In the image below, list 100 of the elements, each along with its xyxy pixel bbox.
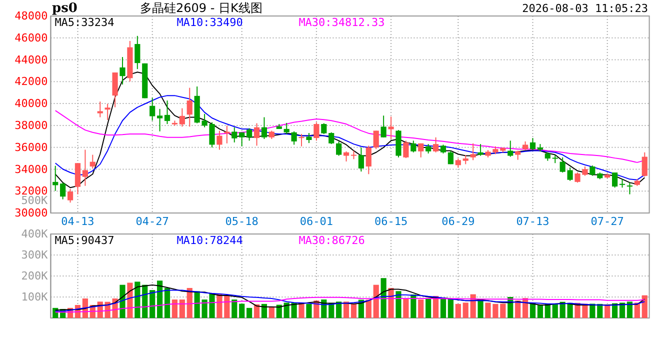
x-tick-label: 06-01 <box>300 214 333 228</box>
x-tick-label: 04-27 <box>136 214 169 228</box>
bar <box>120 284 126 318</box>
y-tick-label: 100K <box>21 290 48 304</box>
candlestick <box>254 122 260 146</box>
bar <box>462 302 468 318</box>
bar <box>246 308 252 318</box>
bar <box>343 302 350 318</box>
x-tick-label: 06-15 <box>374 214 408 228</box>
candlestick <box>321 122 327 134</box>
bar <box>268 306 274 318</box>
x-tick-label: 07-27 <box>590 214 624 228</box>
bar <box>396 291 402 318</box>
candlestick <box>224 125 230 144</box>
bar <box>552 304 558 318</box>
text: MA5:33234 <box>54 16 115 29</box>
candlestick <box>291 130 297 146</box>
bar <box>156 280 163 318</box>
bar <box>336 302 342 318</box>
bar <box>426 298 432 318</box>
x-tick-label: 07-13 <box>516 214 550 228</box>
bar <box>366 300 372 318</box>
x-tick-label: 05-18 <box>225 214 258 228</box>
bar <box>515 300 521 318</box>
candlestick <box>97 101 103 118</box>
bar <box>186 288 192 318</box>
candlestick <box>246 128 252 142</box>
x-tick-label: 04-13 <box>61 214 94 228</box>
y-tick-label: 42000 <box>14 75 48 88</box>
candlestick <box>328 132 334 145</box>
candlestick <box>336 140 342 156</box>
y-tick-label: 300K <box>21 248 48 262</box>
bar <box>239 304 245 318</box>
candlestick <box>134 35 140 70</box>
y-tick-label: 40000 <box>14 97 48 110</box>
candlestick <box>410 140 416 153</box>
bar <box>284 302 290 318</box>
bar <box>590 304 596 318</box>
bar <box>410 294 416 318</box>
text: MA30:34812.33 <box>298 16 385 29</box>
text: MA10:78244 <box>176 234 244 247</box>
candlestick <box>590 165 596 176</box>
y-tick-label: 200K <box>21 270 48 283</box>
candlestick <box>90 154 96 169</box>
candlestick <box>515 150 521 160</box>
candlestick <box>388 116 394 140</box>
candlestick <box>284 122 290 134</box>
bar <box>291 302 297 318</box>
bar <box>373 284 379 318</box>
text: MA10:33490 <box>176 16 243 29</box>
text: 2026-08-03 11:05:23 <box>522 2 648 15</box>
bar <box>448 298 454 318</box>
candlestick <box>52 165 58 192</box>
candlestick <box>358 146 364 172</box>
bar <box>127 282 133 318</box>
candlestick <box>104 103 110 120</box>
text: MA30:86726 <box>298 234 365 247</box>
bar <box>179 300 185 318</box>
bar <box>634 302 640 318</box>
line-series <box>54 296 646 313</box>
candlestick <box>82 149 88 186</box>
candlestick <box>298 133 304 147</box>
candlestick <box>380 115 386 138</box>
y-tick-label: 44000 <box>14 53 48 66</box>
bar <box>418 300 424 318</box>
bar <box>350 304 357 318</box>
candlestick <box>232 126 238 143</box>
bar <box>478 300 484 318</box>
bar <box>455 304 461 318</box>
bar <box>232 300 238 318</box>
candlestick <box>455 158 461 168</box>
chart-subtitle: ps0 <box>52 1 78 16</box>
candlestick <box>74 162 81 195</box>
bar <box>403 298 409 318</box>
bar <box>150 290 156 318</box>
candlestick <box>470 142 476 161</box>
x-tick-label: 06-29 <box>442 214 475 228</box>
y-tick-label: 34000 <box>14 162 48 176</box>
y-tick-label: 30000 <box>14 206 48 220</box>
candlestick <box>432 136 439 153</box>
candlestick <box>306 132 312 144</box>
y-tick-label: 48000 <box>14 10 48 23</box>
text: 500K <box>21 194 48 207</box>
candlestick <box>426 144 432 154</box>
chart-title: 多晶硅2609 - 日K线图 <box>140 1 262 15</box>
candlestick <box>186 87 192 128</box>
bar <box>440 298 446 318</box>
candlestick <box>120 56 126 86</box>
bar <box>537 304 544 318</box>
candlestick <box>239 132 245 147</box>
y-tick-label: 36000 <box>14 140 48 154</box>
candlestick <box>366 145 372 175</box>
bar <box>626 302 633 318</box>
y-tick-label: 38000 <box>14 118 48 132</box>
bar <box>380 278 386 318</box>
candlestick <box>164 100 170 125</box>
candlestick <box>216 130 222 150</box>
candlestick <box>150 97 156 122</box>
candlestick <box>156 108 163 132</box>
text: MA5:90437 <box>54 234 114 247</box>
